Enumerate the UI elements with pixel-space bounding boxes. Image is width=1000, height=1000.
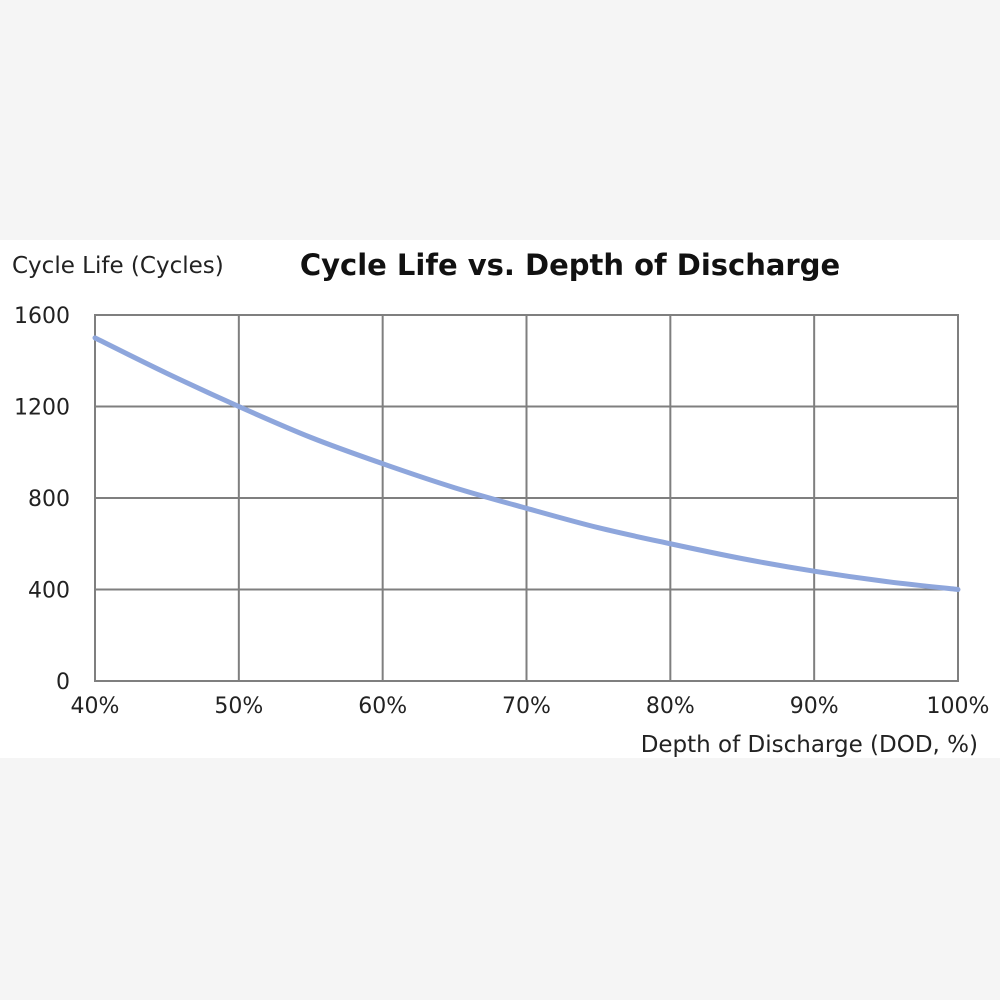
series-layer bbox=[92, 335, 961, 592]
y-axis-label: Cycle Life (Cycles) bbox=[12, 253, 224, 279]
tick-labels: 40% 50% 60% 70% 80% 90% 100% 0 400 800 1200 1600 bbox=[14, 304, 989, 719]
x-axis-label: Depth of Discharge (DOD, %) bbox=[641, 732, 978, 758]
x-tick-label: 50% bbox=[214, 694, 263, 719]
y-tick-label: 1600 bbox=[14, 304, 70, 329]
x-tick-label: 100% bbox=[927, 694, 990, 719]
x-tick-label: 80% bbox=[646, 694, 695, 719]
y-tick-label: 1200 bbox=[14, 396, 70, 421]
chart-title: Cycle Life vs. Depth of Discharge bbox=[300, 248, 840, 282]
series-line bbox=[92, 335, 961, 592]
x-tick-label: 90% bbox=[790, 694, 839, 719]
y-tick-label: 400 bbox=[28, 579, 70, 604]
x-tick-label: 60% bbox=[358, 694, 407, 719]
x-tick-label: 70% bbox=[502, 694, 551, 719]
y-tick-label: 800 bbox=[28, 487, 70, 512]
y-tick-label: 0 bbox=[56, 670, 70, 695]
x-tick-label: 40% bbox=[71, 694, 120, 719]
grid bbox=[94, 314, 959, 682]
